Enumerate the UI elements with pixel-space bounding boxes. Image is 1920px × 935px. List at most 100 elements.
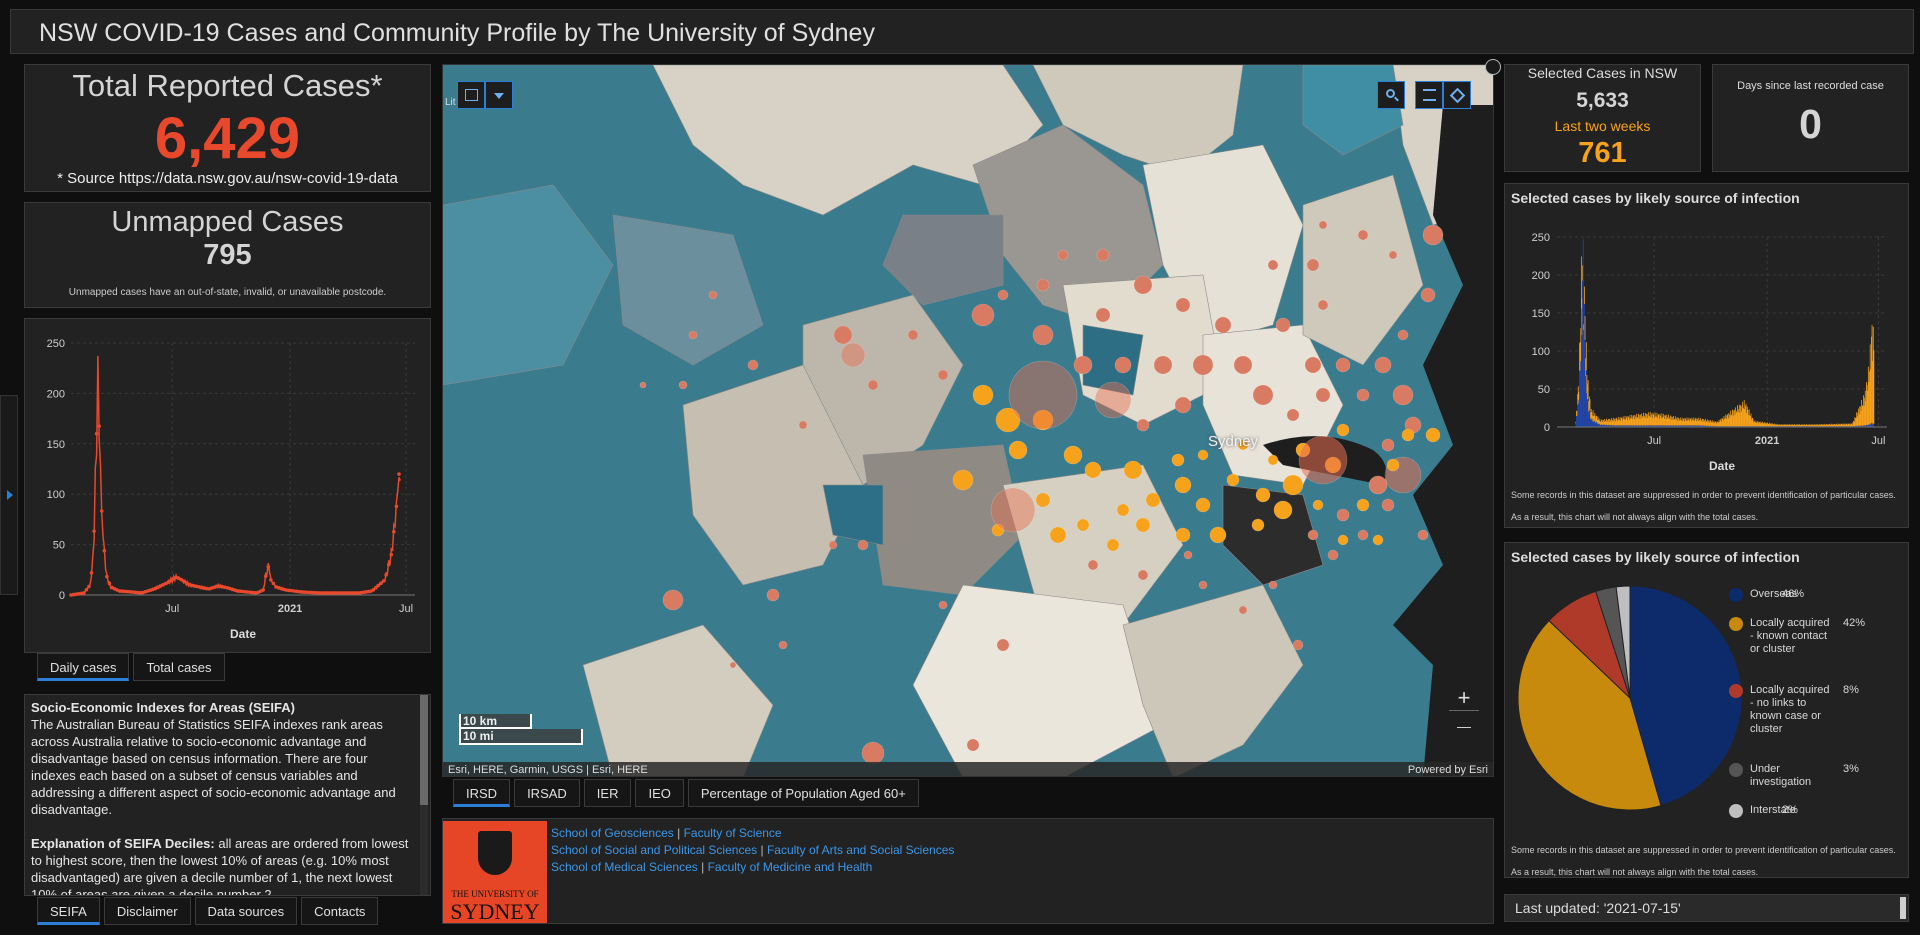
tab-disclaimer[interactable]: Disclaimer xyxy=(103,897,191,925)
bar-local-known xyxy=(1834,424,1836,427)
tab-total-cases[interactable]: Total cases xyxy=(133,653,225,681)
seifa-paragraph-2: Explanation of SEIFA Deciles: all areas … xyxy=(31,835,415,895)
bar-local-known xyxy=(1654,412,1656,426)
bar-local-known xyxy=(1715,421,1717,427)
bar-local-known xyxy=(1765,422,1767,427)
bar-local-known xyxy=(1803,425,1805,427)
bar-local-known xyxy=(1627,416,1629,426)
case-bubble xyxy=(840,342,866,368)
bar-local-known xyxy=(1725,414,1727,427)
seifa-scrollbar-thumb[interactable] xyxy=(420,695,428,805)
expand-icon[interactable] xyxy=(1485,59,1501,75)
tab-ieo[interactable]: IEO xyxy=(635,779,684,807)
case-bubble xyxy=(995,407,1021,433)
tab-ier[interactable]: IER xyxy=(583,779,632,807)
bar-overseas xyxy=(1612,424,1614,427)
tab-irsad[interactable]: IRSAD xyxy=(514,779,580,807)
bar-local-known xyxy=(1674,416,1676,426)
link-faculty-arts-social[interactable]: Faculty of Arts and Social Sciences xyxy=(766,843,955,857)
link-faculty-science[interactable]: Faculty of Science xyxy=(683,826,782,840)
daily-cases-chart-panel: 0 50 100 150 200 250 Jul 2021 Jul Date xyxy=(24,318,431,653)
legend-item[interactable]: Interstate 2% xyxy=(1729,804,1798,818)
powered-by-esri[interactable]: Powered by Esri xyxy=(1407,764,1488,776)
zoom-out-button[interactable]: — xyxy=(1457,718,1471,734)
bar-local-known xyxy=(1812,425,1813,427)
x-axis-label: Date xyxy=(230,627,256,641)
seifa-scrollbar[interactable] xyxy=(420,695,428,895)
bar-local-known xyxy=(1804,424,1806,427)
bar-local-known xyxy=(1598,419,1599,424)
bar-local-known xyxy=(1867,366,1869,425)
bar-local-known xyxy=(1743,400,1745,427)
bar-overseas xyxy=(1627,425,1629,427)
bar-local-known xyxy=(1640,418,1642,426)
bar-overseas xyxy=(1866,425,1868,427)
bar-overseas xyxy=(1590,419,1591,427)
bar-overseas xyxy=(1655,425,1657,427)
map-layers-button[interactable] xyxy=(1443,81,1471,109)
daily-cases-point xyxy=(394,504,399,509)
bar-overseas xyxy=(1654,425,1656,427)
scale-bar: 10 km 10 mi xyxy=(459,714,583,745)
basemap-dropdown-button[interactable] xyxy=(485,81,513,109)
chart-tabs: Daily cases Total cases xyxy=(37,653,225,681)
bar-overseas xyxy=(1647,425,1649,427)
daily-cases-point xyxy=(302,590,306,594)
bar-overseas xyxy=(1629,425,1631,427)
link-school-social-political[interactable]: School of Social and Political Sciences xyxy=(551,843,758,857)
map-view[interactable]: Sydney Lit + — 10 km 10 mi Esri, HERE, G… xyxy=(442,64,1494,777)
bar-local-known xyxy=(1846,423,1848,427)
bar-overseas xyxy=(1620,425,1622,427)
sidebar-toggle[interactable] xyxy=(0,395,18,595)
bar-local-known xyxy=(1617,417,1619,426)
bar-local-known xyxy=(1575,421,1577,424)
bar-overseas xyxy=(1859,425,1861,427)
bar-local-known xyxy=(1679,420,1681,426)
bar-local-known xyxy=(1738,404,1740,427)
basemap-gallery-button[interactable] xyxy=(457,81,485,109)
tab-daily-cases[interactable]: Daily cases xyxy=(37,653,130,681)
case-bubble xyxy=(1251,518,1265,532)
bar-local-known xyxy=(1579,343,1580,372)
link-faculty-medicine-health[interactable]: Faculty of Medicine and Health xyxy=(707,860,873,874)
case-bubble xyxy=(729,661,737,669)
bar-overseas xyxy=(1593,421,1595,427)
tab-seifa[interactable]: SEIFA xyxy=(37,897,100,925)
bar-overseas xyxy=(1869,424,1870,427)
bar-local-known xyxy=(1823,424,1824,427)
last-updated-scroll-handle[interactable] xyxy=(1900,897,1906,919)
legend-item[interactable]: Under investigation 3% xyxy=(1729,763,1859,789)
bar-local-known xyxy=(1657,415,1659,426)
bar-overseas xyxy=(1600,425,1601,427)
seifa-deciles-heading: Explanation of SEIFA Deciles: xyxy=(31,836,215,851)
seifa-text: Socio-Economic Indexes for Areas (SEIFA)… xyxy=(31,699,415,895)
tab-data-sources[interactable]: Data sources xyxy=(194,897,298,925)
bar-overseas xyxy=(1622,425,1623,427)
bar-local-known xyxy=(1603,420,1604,425)
bar-local-known xyxy=(1733,409,1735,427)
link-school-geosciences[interactable]: School of Geosciences xyxy=(551,826,674,840)
daily-cases-point xyxy=(353,591,358,595)
bar-overseas xyxy=(1625,425,1627,427)
bar-local-known xyxy=(1863,395,1864,426)
map-canvas[interactable] xyxy=(443,65,1494,777)
tab-irsd[interactable]: IRSD xyxy=(453,779,511,807)
bar-overseas xyxy=(1647,425,1649,427)
tab-population-60[interactable]: Percentage of Population Aged 60+ xyxy=(687,779,919,807)
bar-overseas xyxy=(1622,425,1624,427)
link-school-medical[interactable]: School of Medical Sciences xyxy=(551,860,698,874)
bar-overseas xyxy=(1607,425,1609,427)
map-legend-button[interactable] xyxy=(1415,81,1443,109)
link-row: School of Medical Sciences | Faculty of … xyxy=(551,860,873,874)
map-index-tabs: IRSD IRSAD IER IEO Percentage of Populat… xyxy=(453,779,919,807)
tab-contacts[interactable]: Contacts xyxy=(301,897,379,925)
legend-item[interactable]: Locally acquired - no links to known cas… xyxy=(1729,684,1859,736)
zoom-in-button[interactable]: + xyxy=(1449,687,1479,711)
bar-local-known xyxy=(1614,418,1616,426)
case-bubble xyxy=(1304,356,1322,374)
legend-item[interactable]: Overseas 46% xyxy=(1729,588,1804,602)
bar-local-known xyxy=(1708,420,1710,426)
map-search-button[interactable] xyxy=(1377,81,1405,109)
bar-local-known xyxy=(1761,422,1762,427)
legend-item[interactable]: Locally acquired - known contact or clus… xyxy=(1729,617,1865,656)
